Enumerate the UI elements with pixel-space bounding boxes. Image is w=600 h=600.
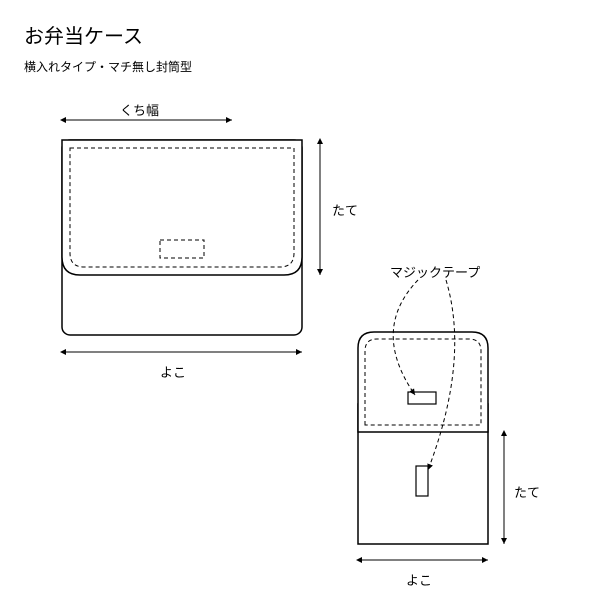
diagram-svg: [0, 0, 600, 600]
dim-big-tate: たて: [332, 200, 358, 219]
dim-big-yoko: よこ: [160, 362, 186, 381]
dim-kuchi-haba: くち幅: [120, 100, 159, 119]
magic-tape-label: マジックテープ: [390, 262, 480, 281]
dim-small-tate: たて: [514, 482, 540, 501]
dim-small-yoko: よこ: [406, 570, 432, 589]
